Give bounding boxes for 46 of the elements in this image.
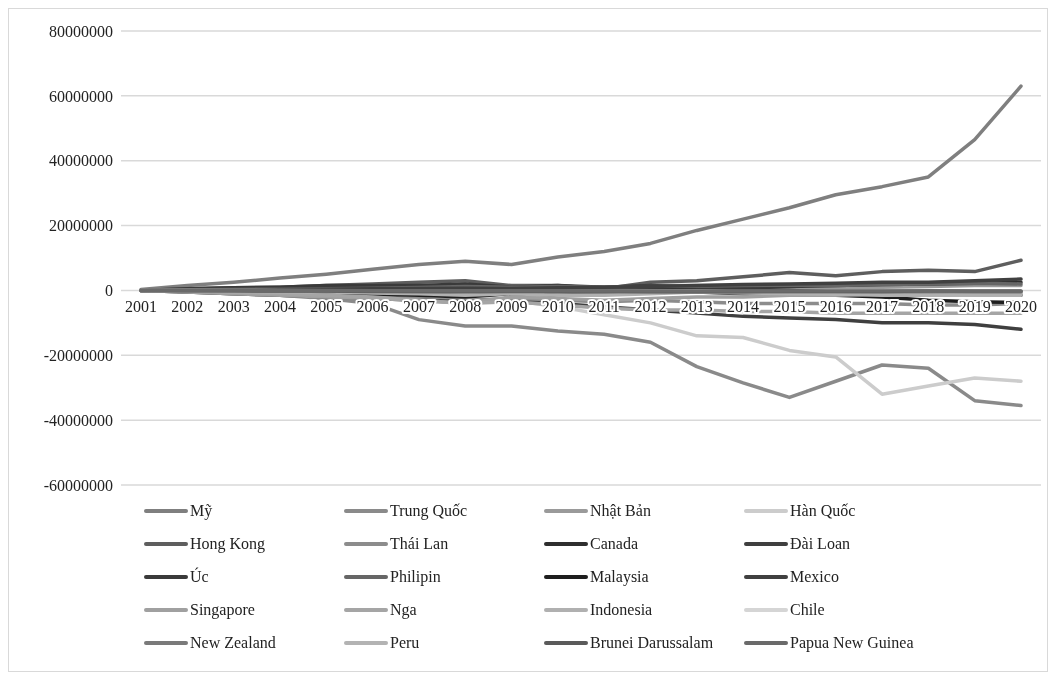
x-tick-label: 2006 [356,298,389,316]
x-tick-label: 2007 [402,298,435,316]
legend-label: Thái Lan [390,534,449,553]
legend-label: Nhật Bản [590,501,651,520]
legend-label: Canada [590,534,638,553]
x-tick-label: 2009 [495,298,528,316]
legend-label: Trung Quốc [390,501,468,520]
y-tick-label: 60000000 [49,87,113,105]
y-tick-label: -40000000 [43,411,113,429]
y-tick-label: -60000000 [43,476,113,494]
x-tick-label: 2020 [1005,298,1037,316]
x-tick-label: 2003 [217,298,250,316]
x-tick-label: 2012 [634,298,667,316]
x-tick-label: 2008 [449,298,482,316]
legend-label: Peru [390,633,420,652]
x-tick-label: 2001 [125,298,157,316]
legend-label: Chile [790,600,825,619]
x-tick-label: 2014 [727,298,760,316]
y-tick-label: -20000000 [43,346,113,364]
legend-label: Mỹ [190,501,213,520]
x-tick-label: 2004 [263,298,296,316]
x-tick-label: 2002 [171,298,204,316]
x-tick-label: 2016 [819,298,852,316]
x-tick-label: 2017 [866,298,899,316]
legend-label: Malaysia [590,567,649,586]
x-tick-label: 2005 [310,298,343,316]
y-tick-label: 40000000 [49,152,113,170]
legend-label: Hong Kong [190,534,266,553]
legend-label: Mexico [790,567,839,586]
legend-label: Brunei Darussalam [590,633,714,652]
x-tick-label: 2010 [541,298,574,316]
x-tick-label: 2013 [680,298,713,316]
y-tick-label: 80000000 [49,22,113,40]
x-tick-label: 2015 [773,298,806,316]
legend-label: Đài Loan [790,534,850,553]
legend-label: Hàn Quốc [790,501,856,520]
x-tick-label: 2018 [912,298,945,316]
y-tick-label: 20000000 [49,217,113,235]
legend-label: Nga [390,600,417,619]
legend-label: Papua New Guinea [790,633,914,652]
legend-label: New Zealand [190,633,276,652]
legend-label: Philipin [390,567,441,586]
legend-label: Úc [190,567,209,586]
legend-label: Indonesia [590,600,653,619]
y-tick-label: 0 [105,282,113,300]
legend-label: Singapore [190,600,255,619]
